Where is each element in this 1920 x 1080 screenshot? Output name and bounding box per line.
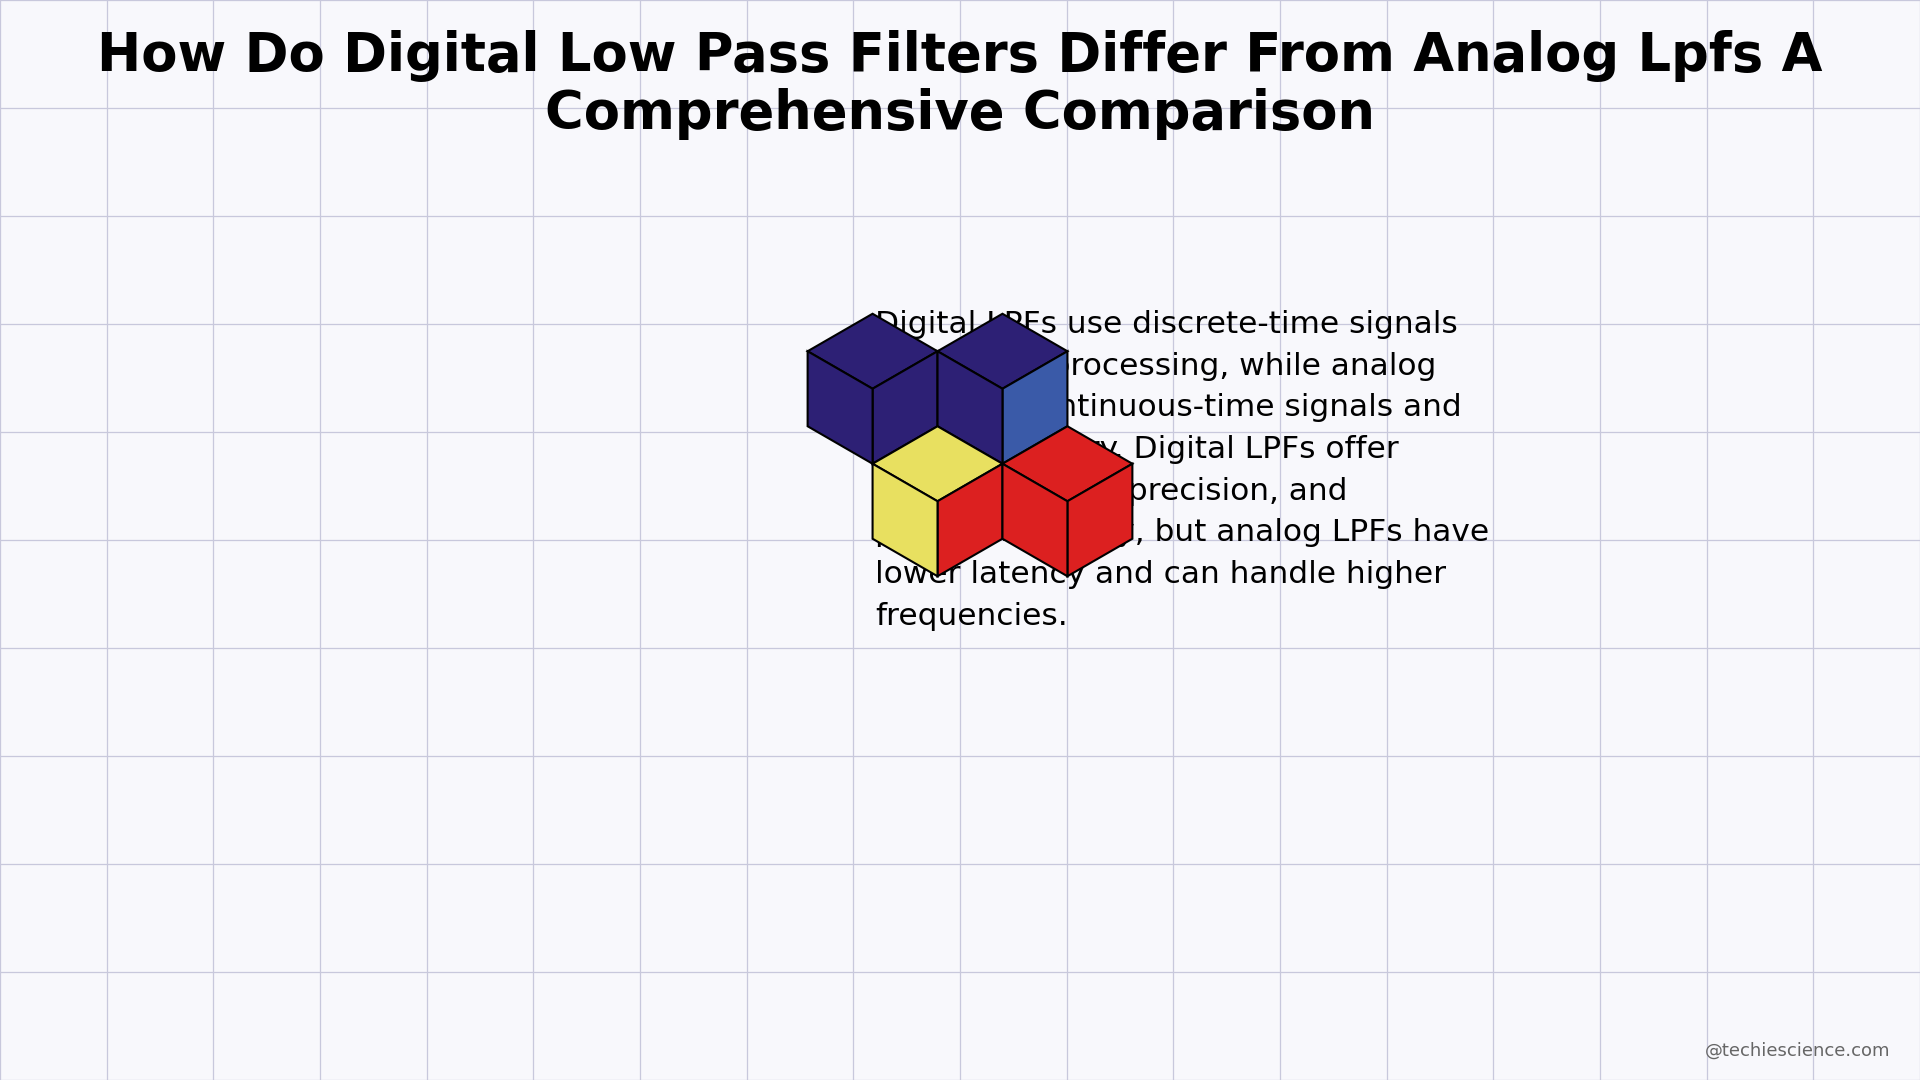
Polygon shape	[808, 351, 872, 463]
Polygon shape	[1068, 463, 1133, 577]
Polygon shape	[937, 463, 1002, 577]
Text: Comprehensive Comparison: Comprehensive Comparison	[545, 87, 1375, 140]
Polygon shape	[937, 351, 1002, 463]
Polygon shape	[808, 314, 937, 389]
Text: How Do Digital Low Pass Filters Differ From Analog Lpfs A: How Do Digital Low Pass Filters Differ F…	[98, 30, 1822, 82]
Polygon shape	[872, 463, 937, 577]
Text: @techiescience.com: @techiescience.com	[1705, 1042, 1889, 1059]
Polygon shape	[1002, 351, 1068, 463]
Polygon shape	[1002, 463, 1068, 577]
Text: Digital LPFs use discrete-time signals
and digital processing, while analog
LPFs: Digital LPFs use discrete-time signals a…	[876, 310, 1490, 631]
Polygon shape	[937, 314, 1068, 389]
Polygon shape	[872, 427, 1002, 501]
Polygon shape	[872, 351, 937, 463]
Polygon shape	[1002, 427, 1133, 501]
